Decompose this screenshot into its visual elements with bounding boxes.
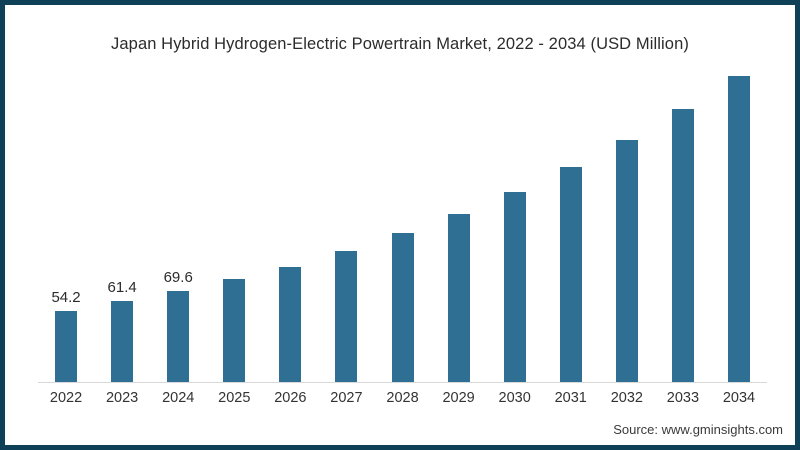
- bar-2033: [671, 109, 694, 382]
- bar-column-2028: [374, 55, 430, 382]
- bar-column-2026: [262, 55, 318, 382]
- bar-column-2023: 61.4: [94, 55, 150, 382]
- bar-value-label: 61.4: [107, 279, 137, 297]
- bar-column-2033: [655, 55, 711, 382]
- x-tick-label-2032: 2032: [610, 390, 643, 406]
- bar-column-2032: [599, 55, 655, 382]
- x-tick-label-2023: 2023: [105, 390, 139, 406]
- bar-2028: [391, 233, 414, 382]
- bar-column-2034: [711, 55, 767, 382]
- x-tick-label-2033: 2033: [666, 390, 700, 406]
- bar-column-2031: [543, 55, 599, 382]
- x-axis: 2022 2023 2024 2025 2026 2027 2028 2029 2030 2031…: [38, 390, 767, 406]
- bar-column-2024: 69.6: [150, 55, 206, 382]
- bar-2034: [727, 76, 750, 382]
- x-tick-label-2025: 2025: [218, 390, 251, 406]
- bar-2027: [335, 251, 358, 382]
- bar-2026: [279, 266, 302, 382]
- x-tick-label-2028: 2028: [386, 390, 419, 406]
- x-tick-label-2024: 2024: [162, 390, 195, 406]
- x-tick-label-2022: 2022: [49, 390, 83, 406]
- bar-value-label: 54.2: [51, 288, 81, 306]
- x-tick-label-2030: 2030: [498, 390, 531, 406]
- bar-2025: [223, 279, 246, 382]
- bar-2029: [447, 213, 470, 382]
- x-tick-label-2034: 2034: [722, 390, 756, 406]
- plot-area: 54.2 61.4 69.6: [38, 55, 767, 383]
- x-tick-label-2031: 2031: [554, 390, 587, 406]
- bar-2023: [111, 301, 134, 382]
- source-note: Source: www.gminsights.com: [613, 422, 783, 437]
- bar-2022: [55, 310, 78, 382]
- chart-title: Japan Hybrid Hydrogen-Electric Powertrai…: [111, 35, 689, 53]
- bar-column-2027: [318, 55, 374, 382]
- bar-column-2029: [431, 55, 487, 382]
- bar-value-label: 69.6: [163, 268, 193, 286]
- x-tick-label-2029: 2029: [442, 390, 475, 406]
- bar-2032: [615, 139, 638, 382]
- bar-2024: [167, 290, 190, 382]
- bar-column-2022: 54.2: [38, 55, 94, 382]
- x-tick-label-2027: 2027: [330, 390, 363, 406]
- bar-column-2025: [206, 55, 262, 382]
- bar-2030: [503, 191, 526, 382]
- bar-2031: [559, 167, 582, 382]
- x-tick-label-2026: 2026: [274, 390, 307, 406]
- bar-column-2030: [487, 55, 543, 382]
